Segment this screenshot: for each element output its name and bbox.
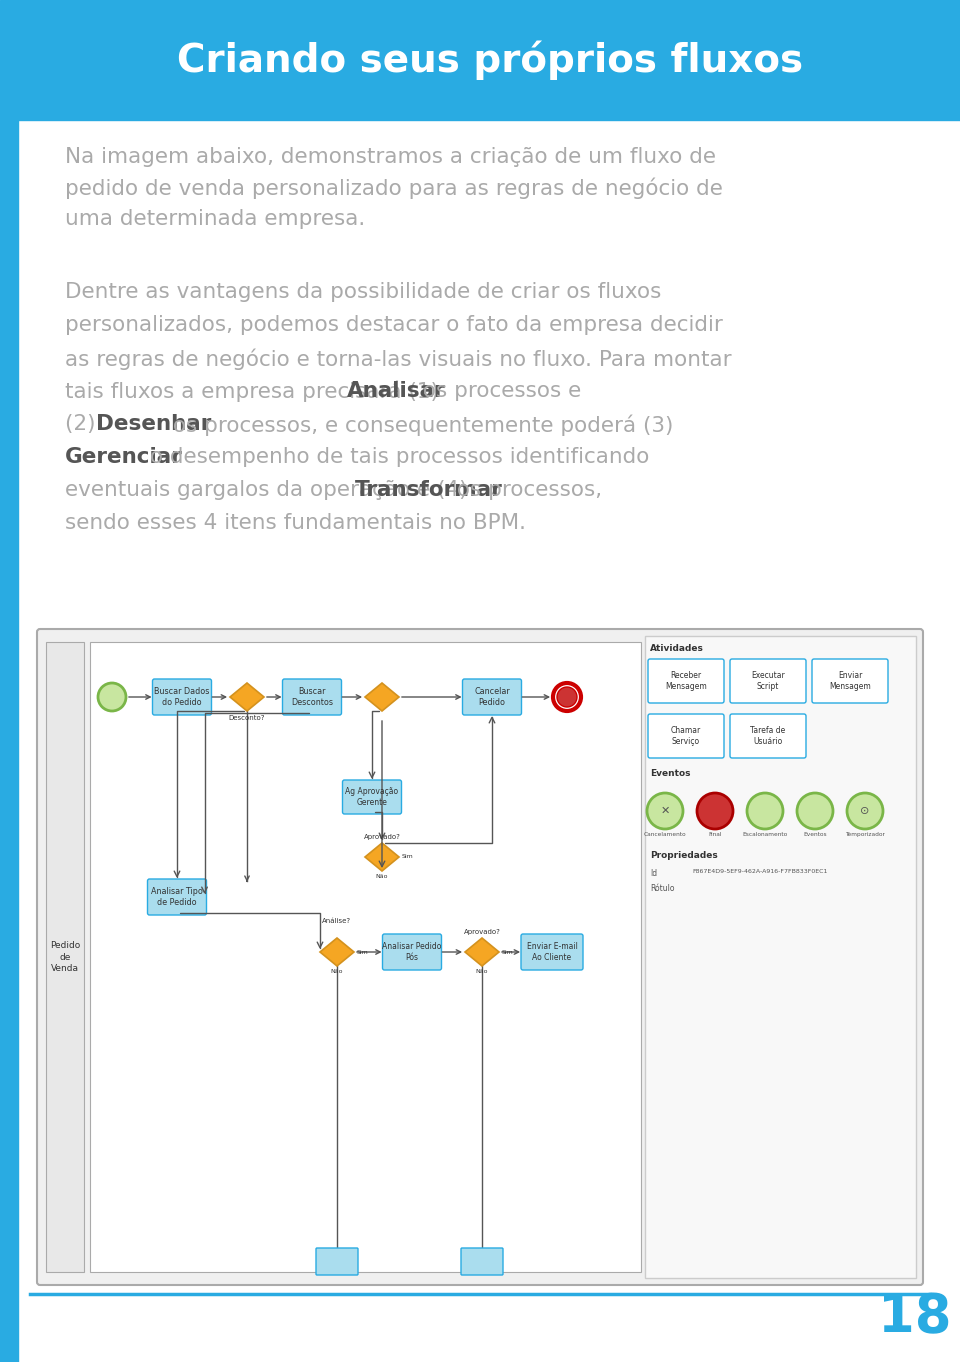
Bar [18, 0, 960, 120]
Text: Eventos: Eventos [804, 832, 827, 838]
Text: Na imagem abaixo, demonstramos a criação de um fluxo de
pedido de venda personal: Na imagem abaixo, demonstramos a criação… [65, 147, 723, 229]
Text: Não: Não [476, 968, 489, 974]
Text: Analisar Pedido
Pós: Analisar Pedido Pós [382, 943, 442, 962]
Text: Buscar
Descontos: Buscar Descontos [291, 686, 333, 707]
FancyBboxPatch shape [316, 1248, 358, 1275]
Text: os processos,: os processos, [450, 479, 602, 500]
Text: eventuais gargalos da operação e (4): eventuais gargalos da operação e (4) [65, 479, 474, 500]
Text: Pedido
de
Venda: Pedido de Venda [50, 941, 80, 974]
Text: Não: Não [331, 968, 344, 974]
Text: Id: Id [650, 869, 658, 878]
Polygon shape [465, 938, 499, 966]
FancyBboxPatch shape [521, 934, 583, 970]
Circle shape [697, 793, 733, 829]
Text: Aprovado?: Aprovado? [464, 929, 500, 934]
Text: sendo esses 4 itens fundamentais no BPM.: sendo esses 4 itens fundamentais no BPM. [65, 513, 526, 533]
Text: Rótulo: Rótulo [650, 884, 675, 893]
Text: Dentre as vantagens da possibilidade de criar os fluxos: Dentre as vantagens da possibilidade de … [65, 282, 661, 302]
Text: Enviar
Mensagem: Enviar Mensagem [829, 671, 871, 691]
Text: F867E4D9-5EF9-462A-A916-F7FB833F0EC1: F867E4D9-5EF9-462A-A916-F7FB833F0EC1 [692, 869, 828, 874]
Text: Atividades: Atividades [650, 644, 704, 652]
Text: Ag Aprovação
Gerente: Ag Aprovação Gerente [346, 787, 398, 808]
Text: os processos e: os processos e [417, 381, 582, 400]
Text: Não: Não [375, 874, 388, 878]
Text: Sim: Sim [357, 949, 369, 955]
Text: Chamar
Serviço: Chamar Serviço [671, 726, 701, 746]
Text: Aprovado?: Aprovado? [364, 834, 400, 840]
Text: personalizados, podemos destacar o fato da empresa decidir: personalizados, podemos destacar o fato … [65, 315, 723, 335]
Text: os processos, e consequentemente poderá (3): os processos, e consequentemente poderá … [166, 414, 673, 436]
FancyBboxPatch shape [153, 680, 211, 715]
FancyBboxPatch shape [382, 934, 442, 970]
Circle shape [747, 793, 783, 829]
FancyBboxPatch shape [730, 659, 806, 703]
FancyBboxPatch shape [37, 629, 923, 1284]
Polygon shape [230, 682, 264, 711]
Text: Enviar E-mail
Ao Cliente: Enviar E-mail Ao Cliente [527, 943, 577, 962]
Text: Escalonamento: Escalonamento [742, 832, 787, 838]
Text: Cancelamento: Cancelamento [644, 832, 686, 838]
Circle shape [553, 682, 581, 711]
FancyBboxPatch shape [648, 659, 724, 703]
Text: Analisar: Analisar [347, 381, 445, 400]
FancyBboxPatch shape [461, 1248, 503, 1275]
Bar [0, 0, 18, 1362]
FancyBboxPatch shape [812, 659, 888, 703]
Text: Buscar Dados
do Pedido: Buscar Dados do Pedido [155, 686, 209, 707]
Text: Tarefa de
Usuário: Tarefa de Usuário [751, 726, 785, 746]
Circle shape [557, 686, 577, 707]
FancyBboxPatch shape [282, 680, 342, 715]
Text: Gerenciar: Gerenciar [65, 447, 182, 467]
Text: Sim: Sim [502, 949, 514, 955]
Bar [645, 636, 916, 1278]
Bar [90, 642, 641, 1272]
Text: Análise?: Análise? [323, 918, 351, 923]
Text: as regras de negócio e torna-las visuais no fluxo. Para montar: as regras de negócio e torna-las visuais… [65, 349, 732, 369]
Circle shape [647, 793, 683, 829]
FancyBboxPatch shape [648, 714, 724, 759]
Text: Eventos: Eventos [650, 770, 690, 778]
Text: Desconto?: Desconto? [228, 715, 265, 720]
Text: Transformar: Transformar [354, 479, 502, 500]
FancyBboxPatch shape [463, 680, 521, 715]
FancyBboxPatch shape [148, 878, 206, 915]
Text: o desempenho de tais processos identificando: o desempenho de tais processos identific… [143, 447, 650, 467]
Circle shape [797, 793, 833, 829]
Text: Propriedades: Propriedades [650, 851, 718, 859]
Text: tais fluxos a empresa precisará (1): tais fluxos a empresa precisará (1) [65, 381, 445, 403]
Text: Sim: Sim [402, 854, 414, 859]
Text: Criando seus próprios fluxos: Criando seus próprios fluxos [177, 41, 804, 80]
Text: Desenhar: Desenhar [96, 414, 212, 434]
Text: Analisar Tipo
de Pedido: Analisar Tipo de Pedido [151, 887, 203, 907]
Bar [46, 642, 84, 1272]
Text: Temporizador: Temporizador [845, 832, 885, 838]
Circle shape [98, 682, 126, 711]
FancyBboxPatch shape [343, 780, 401, 814]
Text: 18: 18 [878, 1291, 951, 1343]
Text: Cancelar
Pedido: Cancelar Pedido [474, 686, 510, 707]
Polygon shape [320, 938, 354, 966]
Text: Final: Final [708, 832, 722, 838]
FancyBboxPatch shape [730, 714, 806, 759]
Polygon shape [365, 843, 399, 872]
Text: Receber
Mensagem: Receber Mensagem [665, 671, 707, 691]
Circle shape [847, 793, 883, 829]
Text: (2): (2) [65, 414, 103, 434]
Text: Executar
Script: Executar Script [751, 671, 785, 691]
Text: ✕: ✕ [660, 806, 670, 816]
Polygon shape [365, 682, 399, 711]
Text: ⊙: ⊙ [860, 806, 870, 816]
